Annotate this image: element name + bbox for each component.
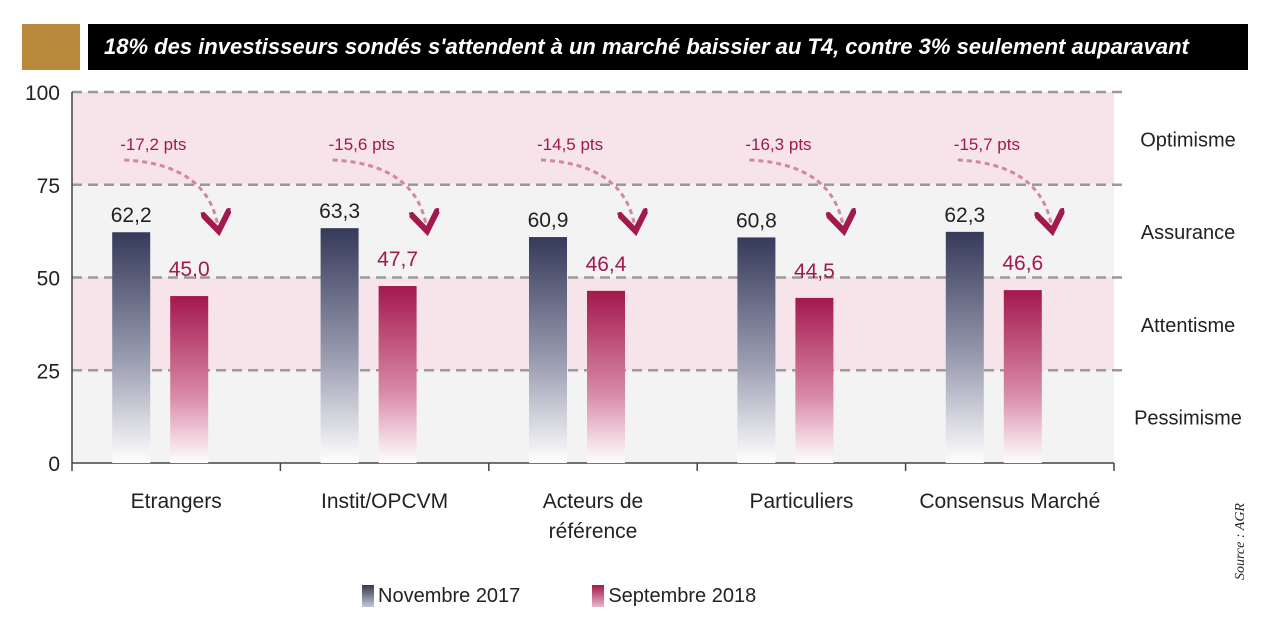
zone-label-3: Pessimisme [1134, 408, 1242, 430]
data-label-septembre-2018-4: 46,6 [1002, 252, 1043, 275]
category-label-1: Instit/OPCVM [321, 490, 448, 513]
legend-swatch-series-1 [362, 585, 374, 607]
bar-novembre-2017-2 [529, 237, 567, 463]
category-label-0: Etrangers [131, 490, 222, 513]
zone-label-2: Attentisme [1141, 315, 1235, 337]
delta-annotation-4: -15,7 pts [954, 135, 1020, 154]
y-tick-label-4: 100 [25, 82, 60, 105]
zone-label-1: Assurance [1141, 222, 1236, 244]
data-label-septembre-2018-2: 46,4 [586, 253, 627, 276]
data-label-septembre-2018-3: 44,5 [794, 260, 835, 283]
delta-annotation-0: -17,2 pts [120, 135, 186, 154]
bar-novembre-2017-4 [945, 231, 984, 463]
zone-band-0 [72, 92, 1114, 185]
data-label-novembre-2017-3: 60,8 [736, 209, 777, 232]
bar-septembre-2018-2 [587, 290, 625, 463]
category-label-2: Acteurs de [543, 490, 643, 513]
data-label-novembre-2017-0: 62,2 [111, 204, 152, 227]
source-note: Source : AGR [1233, 503, 1248, 580]
y-tick-label-0: 0 [48, 453, 60, 476]
bar-septembre-2018-0 [170, 296, 209, 463]
delta-annotation-1: -15,6 pts [329, 135, 395, 154]
y-tick-label-3: 75 [37, 175, 60, 198]
delta-annotation-2: -14,5 pts [537, 135, 603, 154]
category-label-4: Consensus Marché [919, 490, 1100, 513]
category-label-3: Particuliers [749, 490, 853, 513]
legend-item-series-2: Septembre 2018 [592, 585, 756, 608]
y-tick-label-2: 50 [37, 268, 60, 291]
bar-novembre-2017-1 [320, 228, 359, 463]
legend-item-series-1: Novembre 2017 [362, 585, 520, 608]
bar-novembre-2017-3 [737, 237, 776, 463]
bar-septembre-2018-1 [378, 286, 417, 463]
bar-septembre-2018-3 [795, 297, 834, 463]
data-label-novembre-2017-1: 63,3 [319, 200, 360, 223]
data-label-septembre-2018-0: 45,0 [169, 258, 210, 281]
category-label-2-line-1: référence [549, 520, 638, 543]
chart-title: 18% des investisseurs sondés s'attendent… [88, 24, 1248, 70]
zone-label-0: Optimisme [1140, 129, 1236, 151]
bar-septembre-2018-4 [1003, 290, 1042, 463]
legend: Novembre 2017 Septembre 2018 [362, 583, 828, 609]
zone-band-1 [72, 184, 1114, 278]
data-label-novembre-2017-4: 62,3 [944, 204, 985, 227]
legend-label-series-2: Septembre 2018 [608, 584, 757, 607]
legend-swatch-series-2 [592, 585, 605, 607]
bar-novembre-2017-0 [112, 232, 151, 463]
title-bar: 18% des investisseurs sondés s'attendent… [22, 24, 1248, 70]
delta-annotation-3: -16,3 pts [745, 135, 811, 154]
legend-label-series-1: Novembre 2017 [378, 584, 521, 607]
data-label-novembre-2017-2: 60,9 [528, 209, 569, 232]
data-label-septembre-2018-1: 47,7 [377, 248, 418, 271]
y-tick-label-1: 25 [37, 360, 60, 383]
title-accent [22, 24, 80, 70]
